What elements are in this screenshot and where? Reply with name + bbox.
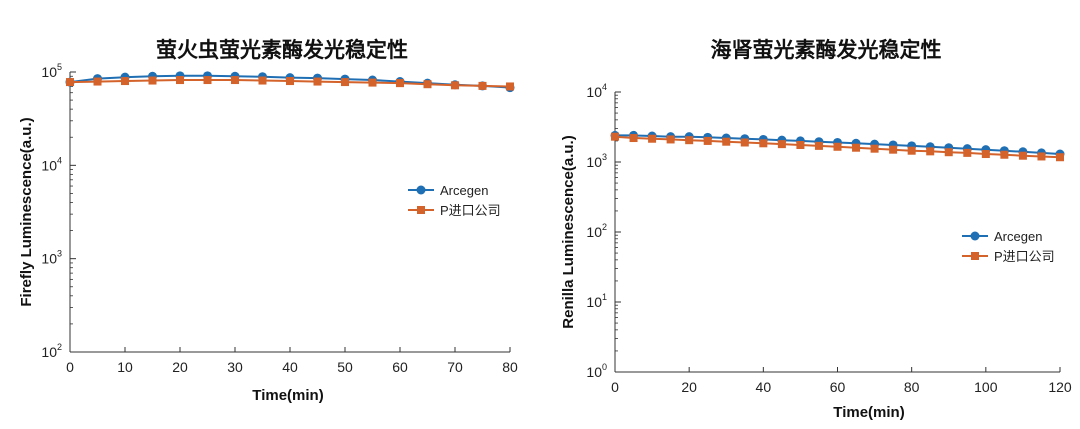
legend: Arcegen P进口公司 [962, 229, 1055, 264]
data-point-import [66, 78, 74, 87]
data-point-import [814, 141, 823, 150]
y-tick-label: 103 [41, 249, 62, 267]
data-point-import [796, 140, 805, 149]
y-tick-label: 103 [586, 152, 607, 170]
x-tick-label: 50 [337, 359, 353, 375]
data-point-import [852, 143, 861, 152]
data-point-import [722, 137, 731, 146]
data-point-import [870, 144, 879, 153]
data-point-import [648, 134, 657, 143]
legend-label: Arcegen [994, 229, 1042, 244]
chart-2: 海肾萤光素酶发光稳定性 0 20 40 60 80 100 120 100 101 102 103 10… [560, 38, 1072, 421]
x-tick-label: 60 [392, 359, 408, 375]
data-point-import [258, 76, 267, 85]
data-point-import [451, 81, 459, 90]
x-axis-label: Time(min) [833, 404, 904, 421]
data-point-import [203, 76, 212, 85]
y-axis-label: Firefly Luminescence(a.u.) [18, 117, 35, 306]
data-point-import [666, 135, 675, 144]
data-point-import [286, 77, 294, 86]
data-point-import [313, 77, 322, 86]
legend-marker-circle [970, 231, 980, 241]
x-tick-label: 120 [1048, 379, 1072, 395]
x-tick-label: 20 [172, 359, 188, 375]
x-axis-label: Time(min) [252, 387, 323, 404]
data-point-import [703, 136, 712, 145]
x-tick-label: 20 [681, 379, 697, 395]
data-point-import [121, 77, 129, 86]
x-tick-label: 10 [117, 359, 133, 375]
y-tick-label: 101 [586, 292, 607, 310]
data-point-import [629, 134, 638, 143]
data-point-import [981, 150, 990, 159]
y-tick-label: 102 [41, 342, 62, 360]
x-tick-label: 60 [830, 379, 846, 395]
chart-title: 萤火虫萤光素酶发光稳定性 [156, 38, 408, 62]
x-tick-label: 40 [282, 359, 298, 375]
data-point-import [176, 76, 184, 85]
legend-marker-square [971, 252, 979, 260]
data-point-import [759, 139, 768, 148]
data-point-import [740, 138, 749, 147]
data-point-import [1056, 153, 1064, 162]
data-point-import [777, 140, 786, 149]
x-tick-label: 40 [756, 379, 772, 395]
data-point-import [944, 148, 953, 157]
y-tick-label: 105 [41, 62, 62, 80]
x-tick-label: 0 [66, 359, 74, 375]
data-point-import [506, 82, 514, 91]
x-tick-label: 80 [904, 379, 920, 395]
y-tick-label: 104 [41, 155, 62, 173]
data-point-import [341, 78, 349, 87]
y-axis-label: Renilla Luminescence(a.u.) [560, 135, 577, 328]
data-point-import [396, 79, 404, 88]
data-point-import [368, 78, 377, 87]
data-point-import [1037, 152, 1046, 161]
data-point-import [833, 142, 842, 151]
legend-label: Arcegen [440, 183, 488, 198]
data-point-import [926, 147, 935, 156]
data-point-import [889, 145, 898, 154]
data-point-import [685, 136, 694, 145]
chart-1: 萤火虫萤光素酶发光稳定性 0 10 20 30 40 50 60 70 80 102 103 104 10… [18, 38, 518, 404]
data-point-import [423, 80, 432, 89]
legend-marker-circle [416, 185, 426, 195]
x-tick-label: 70 [447, 359, 463, 375]
x-tick-label: 100 [974, 379, 998, 395]
data-point-import [231, 76, 239, 85]
x-tick-label: 80 [502, 359, 518, 375]
chart-title: 海肾萤光素酶发光稳定性 [711, 38, 942, 62]
y-tick-label: 104 [586, 82, 607, 100]
legend-label: P进口公司 [994, 249, 1055, 264]
x-tick-label: 30 [227, 359, 243, 375]
legend-marker-square [417, 206, 425, 214]
data-point-import [478, 81, 487, 90]
data-point-import [1000, 150, 1009, 159]
data-point-import [148, 76, 157, 85]
data-point-import [1018, 151, 1027, 160]
data-point-import [93, 77, 102, 86]
data-point-import [963, 148, 972, 157]
legend: Arcegen P进口公司 [408, 183, 501, 218]
y-tick-label: 102 [586, 222, 607, 240]
legend-label: P进口公司 [440, 203, 501, 218]
data-point-import [611, 132, 619, 141]
y-tick-label: 100 [586, 362, 607, 380]
x-tick-label: 0 [611, 379, 619, 395]
data-point-import [907, 146, 916, 155]
